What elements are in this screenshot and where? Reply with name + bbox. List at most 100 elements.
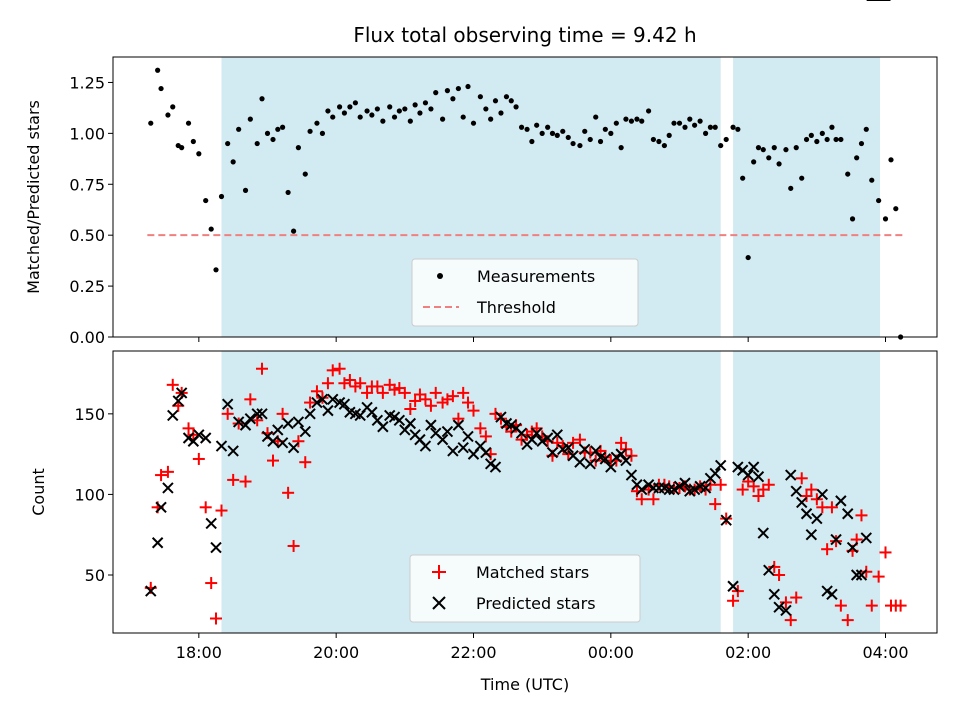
measurement-point bbox=[793, 145, 799, 151]
measurement-point bbox=[455, 85, 461, 92]
predicted-star-point bbox=[227, 445, 239, 457]
predicted-star-point bbox=[752, 470, 765, 483]
predicted-star-point bbox=[709, 467, 721, 480]
predicted-star-point bbox=[267, 435, 279, 447]
matched-star-point bbox=[316, 391, 329, 404]
measurement-point bbox=[508, 98, 514, 104]
matched-star-point bbox=[709, 498, 722, 511]
top-y-tick-label: 0.25 bbox=[69, 277, 105, 296]
measurement-point bbox=[707, 124, 714, 130]
predicted-star-point bbox=[763, 564, 775, 576]
measurement-point bbox=[170, 104, 176, 110]
matched-star-point bbox=[768, 560, 781, 573]
matched-star-point bbox=[221, 407, 234, 420]
predicted-star-point bbox=[773, 601, 785, 613]
matched-star-point bbox=[161, 465, 174, 478]
predicted-star-point bbox=[796, 496, 808, 509]
x-tick-label: 22:00 bbox=[450, 643, 496, 662]
measurement-point bbox=[330, 114, 336, 120]
matched-star-point bbox=[714, 478, 727, 491]
x-tick-label: 18:00 bbox=[176, 643, 222, 662]
measurement-point bbox=[712, 124, 718, 130]
matched-star-point bbox=[800, 490, 813, 503]
measurement-point bbox=[477, 94, 483, 100]
measurement-point bbox=[465, 83, 471, 90]
predicted-star-point bbox=[311, 396, 323, 409]
predicted-star-point bbox=[221, 398, 234, 410]
predicted-star-point bbox=[536, 435, 548, 447]
measurement-point bbox=[735, 126, 741, 132]
measurement-point bbox=[783, 147, 789, 153]
measurement-point bbox=[760, 147, 766, 153]
top-y-tick-label: 0.50 bbox=[69, 226, 105, 245]
measurement-point bbox=[771, 145, 777, 151]
measurement-point bbox=[618, 145, 624, 151]
matched-star-point bbox=[784, 614, 797, 627]
measurement-point bbox=[634, 116, 640, 122]
matched-star-point bbox=[736, 483, 749, 496]
measurement-point bbox=[766, 155, 772, 161]
predicted-star-point bbox=[239, 419, 252, 431]
measurement-point bbox=[369, 112, 375, 118]
bottom-y-tick-label: 100 bbox=[74, 485, 105, 504]
measurement-point bbox=[692, 122, 698, 128]
matched-star-point bbox=[894, 599, 907, 612]
measurement-point bbox=[213, 267, 219, 273]
measurement-point bbox=[545, 124, 551, 130]
matched-star-point bbox=[589, 454, 602, 467]
top-y-ticks: 0.00 0.25 0.50 0.75 1.00 1.25 bbox=[69, 73, 113, 347]
top-y-tick-label: 1.00 bbox=[69, 124, 105, 143]
matched-star-point bbox=[409, 394, 422, 407]
measurement-point bbox=[513, 104, 519, 110]
predicted-star-point bbox=[546, 446, 559, 459]
predicted-star-point bbox=[846, 541, 859, 554]
predicted-star-point bbox=[663, 483, 675, 496]
measurement-point bbox=[488, 116, 494, 122]
measurement-point bbox=[275, 126, 281, 132]
predicted-star-point bbox=[688, 483, 701, 496]
measurement-point bbox=[858, 140, 865, 147]
matched-star-point bbox=[343, 374, 356, 387]
predicted-star-point bbox=[679, 477, 691, 489]
measurement-point bbox=[628, 118, 635, 124]
chart-title: Flux total observing time = 9.42 h bbox=[353, 23, 696, 47]
matched-star-point bbox=[321, 377, 334, 390]
measurement-point bbox=[357, 114, 363, 120]
measurement-point bbox=[387, 104, 393, 110]
measurement-point bbox=[882, 216, 889, 222]
measurement-point bbox=[730, 124, 736, 130]
matched-star-point bbox=[287, 539, 300, 552]
predicted-star-point bbox=[480, 446, 492, 459]
measurement-point bbox=[702, 130, 709, 136]
matched-star-point bbox=[429, 386, 442, 399]
measurement-point bbox=[554, 132, 560, 138]
predicted-star-point bbox=[276, 437, 289, 449]
measurement-point bbox=[218, 193, 225, 200]
measurement-point bbox=[185, 120, 192, 126]
measurement-point bbox=[608, 130, 614, 136]
matched-star-point bbox=[879, 546, 892, 559]
matched-star-point bbox=[457, 386, 470, 399]
matched-star-point bbox=[752, 490, 765, 503]
matched-star-point bbox=[805, 483, 818, 496]
measurement-point bbox=[838, 136, 844, 143]
bottom-y-ticks: 50 100 150 bbox=[74, 405, 113, 585]
measurement-point bbox=[687, 116, 693, 122]
legend-predicted-label: Predicted stars bbox=[476, 594, 596, 613]
measurement-point bbox=[718, 142, 724, 149]
measurement-point bbox=[845, 171, 851, 177]
top-axes-frame bbox=[112, 56, 938, 338]
measurement-point bbox=[676, 120, 683, 126]
measurement-point bbox=[341, 110, 348, 116]
measurement-point bbox=[285, 189, 291, 196]
measurement-point bbox=[819, 130, 825, 136]
measurement-point bbox=[179, 145, 185, 151]
matched-star-point bbox=[762, 478, 775, 491]
measurement-point bbox=[290, 228, 297, 234]
predicted-star-point bbox=[210, 541, 222, 554]
matched-star-point bbox=[834, 599, 847, 612]
legend-threshold-label: Threshold bbox=[476, 298, 556, 317]
measurement-point bbox=[302, 171, 308, 177]
matched-star-point bbox=[795, 472, 808, 485]
predicted-star-point bbox=[620, 454, 632, 467]
